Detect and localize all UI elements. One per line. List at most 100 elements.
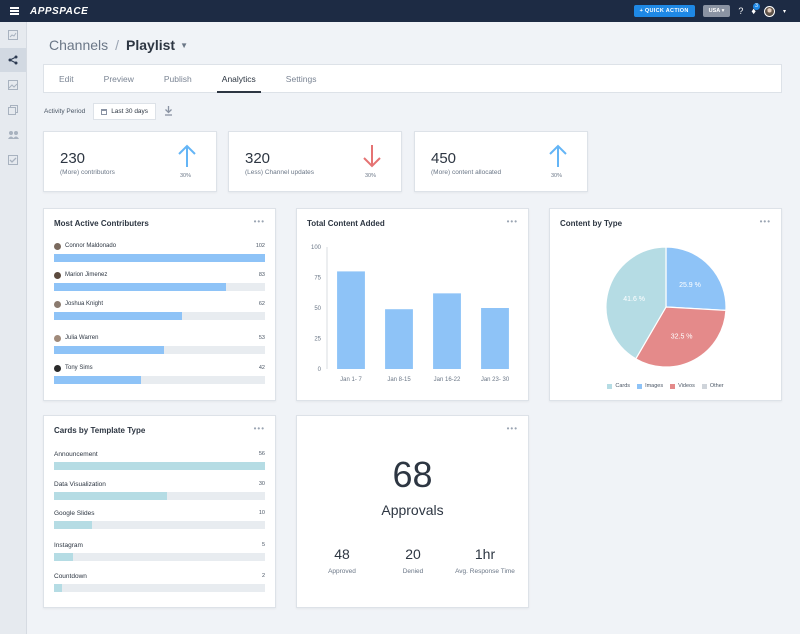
contributor-value: 102 bbox=[255, 243, 265, 249]
download-icon[interactable] bbox=[164, 105, 173, 118]
stat-card-content-allocated: 450 (More) content allocated 30% bbox=[414, 131, 588, 192]
contributor-name: Connor Maldonado bbox=[65, 243, 117, 249]
template-row: Instagram 5 bbox=[54, 540, 265, 561]
quick-action-button[interactable]: + QUICK ACTION bbox=[633, 5, 695, 17]
sidebar-item-channels[interactable] bbox=[0, 48, 26, 72]
pie-slice-videos bbox=[634, 306, 727, 368]
chevron-down-icon[interactable]: ▾ bbox=[782, 8, 786, 15]
arrow-up-icon bbox=[178, 144, 196, 167]
period-value: Last 30 days bbox=[111, 108, 149, 115]
bar-fill bbox=[54, 492, 168, 500]
sidebar-item-users[interactable] bbox=[0, 123, 26, 147]
bar-fill bbox=[54, 584, 62, 592]
contributor-name: Julia Warren bbox=[65, 335, 99, 341]
bar-track bbox=[54, 462, 265, 470]
y-tick-label: 0 bbox=[318, 367, 322, 373]
tab-settings[interactable]: Settings bbox=[285, 73, 317, 84]
bar-track bbox=[54, 492, 265, 500]
avatar bbox=[54, 334, 61, 342]
contributors-card: Most Active Contributers ••• Connor Mald… bbox=[43, 208, 276, 401]
chevron-down-icon[interactable]: ▼ bbox=[180, 40, 188, 50]
region-selector[interactable]: USA ▾ bbox=[702, 5, 731, 17]
bar-fill bbox=[54, 462, 265, 470]
card-title: Content by Type bbox=[560, 219, 623, 228]
pie-slice-label: 32.5 % bbox=[671, 334, 693, 341]
x-tick-label: Jan 1- 7 bbox=[340, 377, 362, 383]
legend-label: Images bbox=[645, 383, 664, 389]
tab-publish[interactable]: Publish bbox=[163, 73, 192, 84]
help-icon[interactable]: ? bbox=[738, 6, 744, 16]
menu-icon[interactable] bbox=[0, 0, 28, 22]
tab-bar: Edit Preview Publish Analytics Settings bbox=[43, 64, 782, 93]
bar-track bbox=[54, 584, 265, 592]
bar-track bbox=[54, 254, 265, 262]
bar-3 bbox=[481, 308, 509, 369]
avatar bbox=[54, 300, 61, 308]
legend-swatch bbox=[607, 383, 613, 389]
main-content: Channels / Playlist ▼ Edit Preview Publi… bbox=[27, 22, 800, 634]
legend-item: Images bbox=[637, 383, 663, 389]
bar-0 bbox=[337, 271, 365, 369]
more-options-icon[interactable]: ••• bbox=[253, 217, 265, 226]
bell-icon[interactable]: ♦ 3 bbox=[751, 3, 760, 16]
breadcrumb-channels[interactable]: Channels bbox=[49, 37, 109, 53]
sidebar-item-dashboard[interactable] bbox=[0, 23, 26, 47]
stat-value: 320 bbox=[245, 150, 271, 167]
contributor-row: Connor Maldonado 102 bbox=[54, 241, 265, 262]
response-time-stat: 1hr Avg. Response Time bbox=[450, 546, 520, 576]
legend-item: Videos bbox=[670, 383, 695, 389]
pie-legend: Cards Images Videos Other bbox=[550, 383, 781, 389]
content-added-card: Total Content Added ••• 0 25 50 75 100 Jan 1-… bbox=[296, 208, 529, 401]
user-avatar[interactable] bbox=[763, 5, 775, 17]
card-title: Most Active Contributers bbox=[54, 219, 149, 228]
bar-track bbox=[54, 553, 265, 561]
period-select[interactable]: Last 30 days bbox=[93, 103, 157, 120]
legend-swatch bbox=[670, 383, 676, 389]
response-time-label: Avg. Response Time bbox=[455, 568, 515, 575]
more-options-icon[interactable]: ••• bbox=[759, 217, 771, 226]
avatar bbox=[54, 242, 61, 250]
contributor-name: Tony Sims bbox=[65, 365, 93, 371]
top-bar: APPSPACE + QUICK ACTION USA ▾ ? ♦ 3 ▾ bbox=[0, 0, 800, 22]
pie-slice-cards bbox=[605, 246, 667, 360]
template-row: Announcement 56 bbox=[54, 449, 265, 470]
template-name: Google Slides bbox=[54, 509, 95, 517]
bar-chart: 0 25 50 75 100 Jan 1- 7 Jan 8-15 Jan 16-22 Jan 2… bbox=[311, 245, 510, 383]
legend-label: Other bbox=[709, 383, 724, 389]
contributor-value: 83 bbox=[258, 272, 265, 278]
denied-stat: 20 Denied bbox=[378, 546, 448, 576]
app-logo[interactable]: APPSPACE bbox=[30, 5, 89, 17]
page-title[interactable]: Playlist bbox=[126, 37, 176, 53]
breadcrumb-separator: / bbox=[115, 37, 120, 53]
arrow-down-icon bbox=[363, 145, 381, 168]
approvals-card: ••• 68 Approvals 48 Approved 20 Denied 1… bbox=[296, 415, 529, 608]
calendar-icon bbox=[101, 108, 108, 115]
legend-label: Videos bbox=[678, 383, 695, 389]
devices-icon bbox=[8, 105, 18, 115]
approvals-total: 68 bbox=[392, 454, 433, 495]
bar-fill bbox=[54, 312, 183, 320]
sidebar-item-devices[interactable] bbox=[0, 98, 26, 122]
pie-slice-images bbox=[665, 246, 727, 312]
tab-analytics[interactable]: Analytics bbox=[207, 65, 271, 93]
contributor-row: Joshua Knight 62 bbox=[54, 299, 265, 320]
template-name: Countdown bbox=[54, 572, 87, 580]
avatar bbox=[54, 271, 61, 279]
legend-label: Cards bbox=[615, 383, 631, 389]
more-options-icon[interactable]: ••• bbox=[253, 424, 265, 433]
more-options-icon[interactable]: ••• bbox=[506, 217, 518, 226]
y-tick-label: 25 bbox=[314, 337, 321, 343]
templates-card: Cards by Template Type ••• Announcement 5… bbox=[43, 415, 276, 608]
channels-icon bbox=[8, 55, 18, 65]
sidebar-item-library[interactable] bbox=[0, 73, 26, 97]
avatar bbox=[54, 364, 61, 372]
activity-period: Activity Period Last 30 days bbox=[44, 103, 173, 120]
bar-fill bbox=[54, 254, 265, 262]
tab-edit[interactable]: Edit bbox=[59, 73, 74, 84]
tab-preview[interactable]: Preview bbox=[103, 73, 134, 84]
contributor-name: Marion Jimenez bbox=[65, 272, 108, 278]
more-options-icon[interactable]: ••• bbox=[506, 424, 518, 433]
card-title: Total Content Added bbox=[307, 219, 385, 228]
sidebar-item-tasks[interactable] bbox=[0, 148, 26, 172]
template-value: 2 bbox=[261, 573, 265, 579]
